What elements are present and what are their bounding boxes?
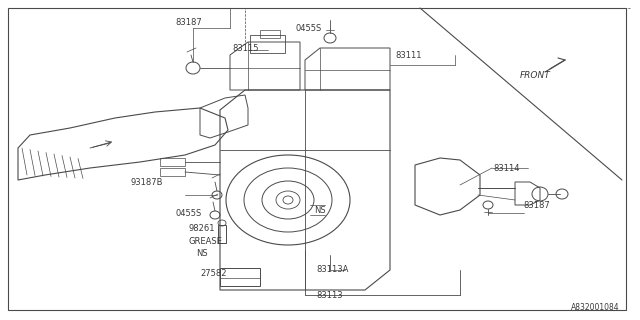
Text: 0455S: 0455S	[175, 209, 201, 218]
Text: 83113: 83113	[317, 292, 343, 300]
Bar	[160, 158, 185, 166]
Text: 83111: 83111	[395, 51, 422, 60]
Text: 93187B: 93187B	[130, 178, 163, 187]
Text: NS: NS	[314, 205, 326, 214]
Text: 0455S: 0455S	[295, 23, 321, 33]
Bar	[260, 30, 280, 38]
Text: 27582: 27582	[200, 269, 227, 278]
Bar	[220, 268, 260, 286]
Text: 83187: 83187	[175, 18, 202, 27]
Bar	[250, 35, 285, 53]
Text: 98261: 98261	[188, 223, 214, 233]
Bar	[218, 225, 226, 243]
Text: 83113A: 83113A	[316, 266, 348, 275]
Bar	[160, 168, 185, 176]
Text: A832001084: A832001084	[572, 303, 620, 313]
Text: GREASE: GREASE	[188, 236, 222, 245]
Text: 83114: 83114	[493, 164, 520, 172]
Text: NS: NS	[196, 250, 207, 259]
Text: FRONT: FRONT	[520, 70, 551, 79]
Text: 83115: 83115	[232, 44, 259, 52]
Text: 83187: 83187	[523, 201, 550, 210]
